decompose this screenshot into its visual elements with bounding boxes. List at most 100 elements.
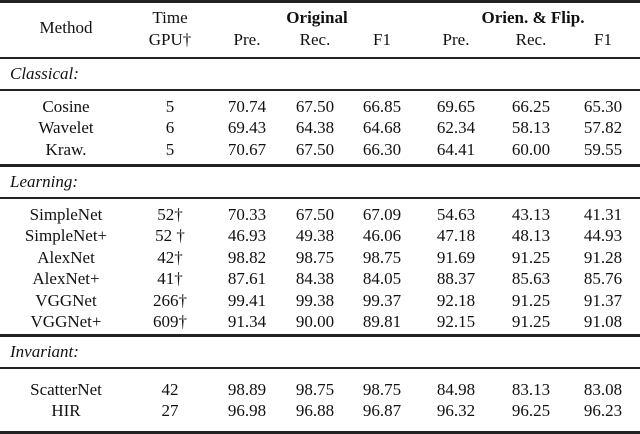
value-cell: 84.38 <box>295 269 335 289</box>
value-cell: 85.63 <box>511 269 551 289</box>
header-original: Original <box>286 8 348 27</box>
value-cell: 99.38 <box>295 290 335 310</box>
method-cell: VGGNet <box>35 290 97 310</box>
method-cell: HIR <box>51 401 81 421</box>
value-cell: 67.50 <box>295 205 335 224</box>
subheader-f1: F1 <box>373 30 391 49</box>
value-cell: 96.25 <box>511 401 551 421</box>
time-cell: 42 <box>161 380 179 399</box>
value-cell: 87.61 <box>227 269 267 289</box>
value-cell: 91.28 <box>583 247 623 267</box>
value-cell: 41.31 <box>583 205 623 224</box>
header-gpu: GPU† <box>148 30 192 49</box>
value-cell: 91.37 <box>583 290 623 310</box>
value-cell: 48.13 <box>511 226 551 246</box>
value-cell: 65.30 <box>583 97 623 116</box>
bottom-rule <box>0 431 640 434</box>
value-cell: 46.06 <box>362 226 402 246</box>
value-cell: 96.32 <box>436 401 476 421</box>
value-cell: 96.87 <box>362 401 402 421</box>
time-cell: 6 <box>165 118 175 138</box>
section-end-rule <box>0 334 640 337</box>
subheader-rec: Rec. <box>299 30 331 49</box>
value-cell: 46.93 <box>227 226 267 246</box>
header-orient-flip: Orien. & Flip. <box>481 8 585 27</box>
method-cell: Kraw. <box>45 139 87 159</box>
section-rule <box>0 367 640 369</box>
value-cell: 66.30 <box>362 139 402 159</box>
method-cell: ScatterNet <box>30 380 102 399</box>
value-cell: 67.50 <box>295 139 335 159</box>
section-rule <box>0 89 640 91</box>
value-cell: 91.34 <box>227 312 267 331</box>
value-cell: 92.15 <box>436 312 476 331</box>
value-cell: 70.74 <box>227 97 267 116</box>
subheader-pre: Pre. <box>233 30 261 49</box>
value-cell: 96.88 <box>295 401 335 421</box>
value-cell: 98.75 <box>295 247 335 267</box>
time-cell: 5 <box>165 97 175 116</box>
value-cell: 60.00 <box>511 139 551 159</box>
value-cell: 99.37 <box>362 290 402 310</box>
value-cell: 70.67 <box>227 139 267 159</box>
value-cell: 59.55 <box>583 139 623 159</box>
section-title: Invariant: <box>10 342 79 361</box>
value-cell: 91.08 <box>583 312 623 331</box>
time-cell: 52† <box>157 205 183 224</box>
value-cell: 99.41 <box>227 290 267 310</box>
value-cell: 96.23 <box>583 401 623 421</box>
value-cell: 98.75 <box>362 247 402 267</box>
method-cell: Wavelet <box>38 118 94 138</box>
value-cell: 91.25 <box>511 290 551 310</box>
top-rule <box>0 0 640 3</box>
time-cell: 41† <box>157 269 183 289</box>
subheader-rec: Rec. <box>515 30 547 49</box>
value-cell: 91.25 <box>511 312 551 331</box>
time-cell: 52 † <box>155 226 185 246</box>
value-cell: 58.13 <box>511 118 551 138</box>
value-cell: 98.75 <box>295 380 335 399</box>
value-cell: 83.08 <box>583 380 623 399</box>
value-cell: 69.65 <box>436 97 476 116</box>
value-cell: 98.75 <box>362 380 402 399</box>
method-cell: SimpleNet+ <box>24 226 108 246</box>
value-cell: 70.33 <box>227 205 267 224</box>
method-cell: SimpleNet <box>29 205 103 224</box>
time-cell: 42† <box>157 247 183 267</box>
value-cell: 98.82 <box>227 247 267 267</box>
header-method: Method <box>39 18 93 37</box>
value-cell: 88.37 <box>436 269 476 289</box>
section-title: Learning: <box>10 172 78 191</box>
value-cell: 69.43 <box>227 118 267 138</box>
header-time: Time <box>152 8 188 27</box>
time-cell: 27 <box>161 401 179 421</box>
value-cell: 64.68 <box>362 118 402 138</box>
value-cell: 90.00 <box>295 312 335 331</box>
value-cell: 85.76 <box>583 269 623 289</box>
value-cell: 89.81 <box>362 312 402 331</box>
value-cell: 44.93 <box>583 226 623 246</box>
method-cell: Cosine <box>42 97 90 116</box>
time-cell: 609† <box>153 312 187 331</box>
time-cell: 266† <box>153 290 187 310</box>
value-cell: 84.05 <box>362 269 402 289</box>
value-cell: 66.25 <box>511 97 551 116</box>
value-cell: 66.85 <box>362 97 402 116</box>
value-cell: 64.41 <box>436 139 476 159</box>
value-cell: 84.98 <box>436 380 476 399</box>
value-cell: 57.82 <box>583 118 623 138</box>
subheader-f1: F1 <box>594 30 612 49</box>
value-cell: 49.38 <box>295 226 335 246</box>
subheader-pre: Pre. <box>442 30 470 49</box>
value-cell: 62.34 <box>436 118 476 138</box>
value-cell: 67.50 <box>295 97 335 116</box>
value-cell: 47.18 <box>436 226 476 246</box>
value-cell: 83.13 <box>511 380 551 399</box>
section-rule <box>0 197 640 199</box>
value-cell: 91.69 <box>436 247 476 267</box>
value-cell: 96.98 <box>227 401 267 421</box>
value-cell: 98.89 <box>227 380 267 399</box>
section-end-rule <box>0 164 640 167</box>
method-cell: VGGNet+ <box>30 312 102 331</box>
value-cell: 92.18 <box>436 290 476 310</box>
